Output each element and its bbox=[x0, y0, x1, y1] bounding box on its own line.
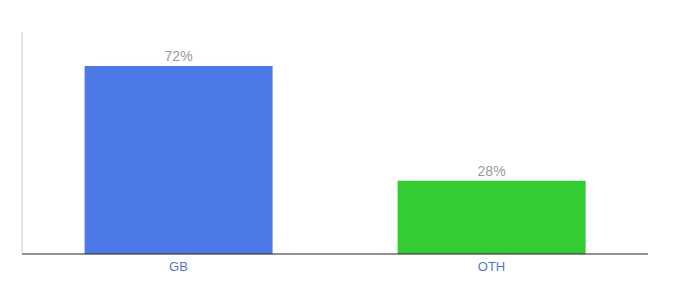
svg-text:28%: 28% bbox=[478, 163, 506, 179]
svg-text:72%: 72% bbox=[165, 48, 193, 64]
svg-text:OTH: OTH bbox=[478, 259, 505, 274]
svg-text:GB: GB bbox=[169, 259, 188, 274]
